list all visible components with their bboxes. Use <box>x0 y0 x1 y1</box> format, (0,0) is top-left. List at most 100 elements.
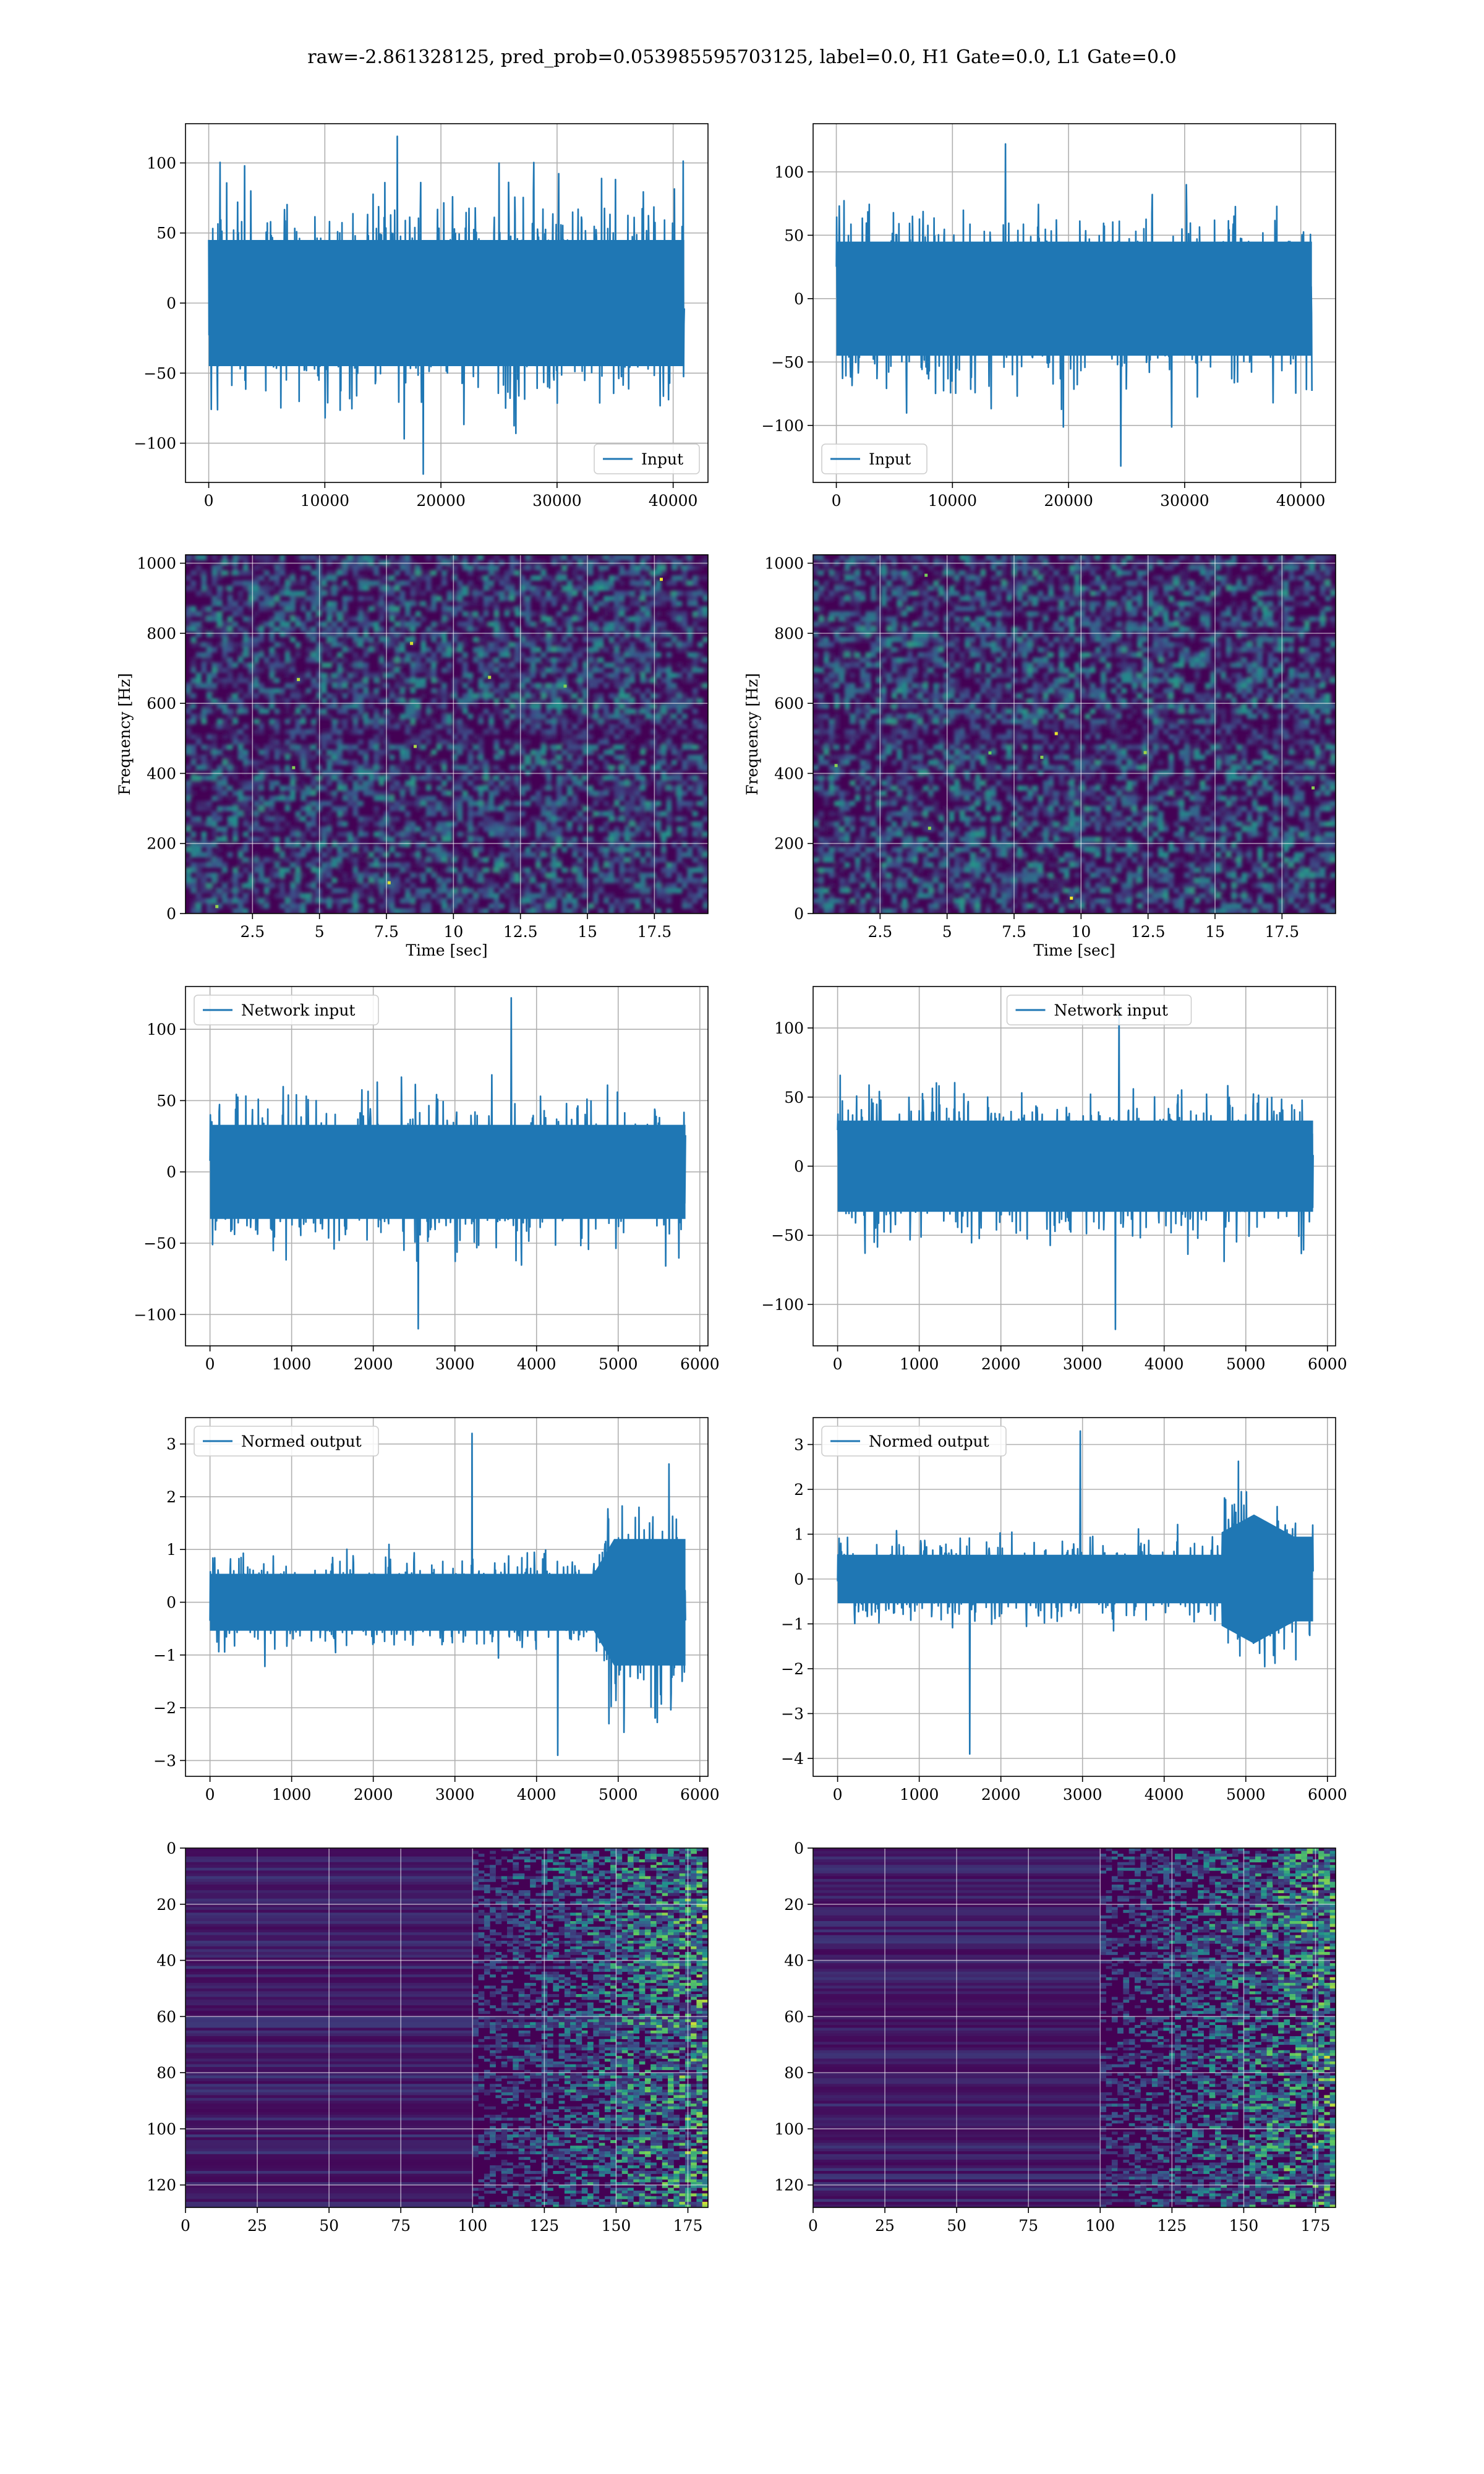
feature-cell <box>639 1991 646 1995</box>
feature-cell <box>570 2053 576 2057</box>
y-tick-label: 0 <box>166 294 176 312</box>
feature-cell <box>702 1935 708 1938</box>
feature-cell <box>662 2044 668 2048</box>
feature-cell <box>696 1870 703 1874</box>
feature-cell <box>1307 1924 1313 1927</box>
feature-cell <box>1243 1885 1250 1888</box>
feature-cell <box>1146 1896 1153 1899</box>
feature-cell <box>644 2177 651 2180</box>
feature-cell <box>679 2005 686 2009</box>
feature-cell <box>599 1935 605 1938</box>
series-core <box>210 1124 686 1219</box>
feature-cell <box>1146 1929 1153 1933</box>
feature-cell <box>656 2179 663 2183</box>
feature-cell <box>530 2134 536 2138</box>
feature-cell <box>673 2025 680 2028</box>
feature-cell <box>495 2137 502 2141</box>
feature-cell <box>616 2013 623 2017</box>
feature-cell <box>1329 1856 1336 1860</box>
feature-cell <box>1175 1870 1181 1874</box>
feature-cell <box>616 2159 623 2163</box>
feature-cell <box>547 2025 553 2028</box>
feature-cell <box>616 1927 623 1930</box>
feature-cell <box>581 2002 588 2006</box>
feature-cell <box>593 2016 600 2020</box>
feature-cell <box>691 1876 697 1880</box>
feature-cell <box>1255 1924 1261 1927</box>
feature-cell <box>530 1932 536 1936</box>
feature-cell <box>553 2148 560 2152</box>
feature-cell <box>633 1927 640 1930</box>
feature-cell <box>679 1960 686 1964</box>
feature-cell <box>495 1893 502 1896</box>
feature-cell <box>1203 1921 1210 1924</box>
feature-cell <box>507 2044 513 2048</box>
feature-cell <box>564 2123 571 2126</box>
feature-cell <box>581 1929 588 1933</box>
feature-cell <box>633 2148 640 2152</box>
feature-cell <box>501 1878 508 1882</box>
feature-cell <box>599 2146 605 2149</box>
feature-cell <box>1203 1867 1210 1871</box>
feature-cell <box>662 2055 668 2059</box>
feature-cell <box>1232 1918 1239 1922</box>
feature-cell <box>593 2055 600 2059</box>
feature-cell <box>702 1949 708 1953</box>
feature-cell <box>1278 1856 1284 1860</box>
feature-cell <box>530 1991 536 1995</box>
feature-cell <box>610 2148 616 2152</box>
feature-cell <box>668 2177 674 2180</box>
feature-cell <box>1232 1927 1239 1930</box>
feature-cell <box>633 1980 640 1984</box>
feature-cell <box>1192 1918 1198 1922</box>
feature-cell <box>644 2022 651 2026</box>
feature-cell <box>644 1918 651 1922</box>
feature-cell <box>673 2050 680 2053</box>
feature-cell <box>581 1943 588 1947</box>
feature-cell <box>576 2089 582 2093</box>
feature-cell <box>662 2117 668 2121</box>
feature-cell <box>1198 1865 1204 1868</box>
feature-cell <box>484 1865 490 1868</box>
feature-cell <box>570 2177 576 2180</box>
feature-cell <box>621 2120 628 2124</box>
feature-cell <box>558 2053 565 2057</box>
feature-cell <box>656 2098 663 2101</box>
feature-cell <box>507 2146 513 2149</box>
feature-cell <box>702 1974 708 1978</box>
feature-cell <box>599 2033 605 2037</box>
feature-cell <box>1175 1954 1181 1958</box>
feature-cell <box>1186 1881 1193 1885</box>
feature-cell <box>564 2201 571 2205</box>
feature-cell <box>644 2123 651 2126</box>
feature-cell <box>581 2011 588 2014</box>
feature-cell <box>518 1991 525 1995</box>
feature-cell <box>558 1932 565 1936</box>
feature-cell <box>581 1907 588 1911</box>
feature-cell <box>587 2157 594 2160</box>
feature-cell <box>610 2117 616 2121</box>
feature-cell <box>1203 1890 1210 1893</box>
x-tick-label: 2000 <box>354 1355 393 1373</box>
series-core <box>208 240 684 366</box>
feature-cell <box>662 2137 668 2141</box>
feature-cell <box>513 2055 519 2059</box>
x-tick-label: 2000 <box>981 1786 1021 1804</box>
feature-cell <box>679 1918 686 1922</box>
feature-cell <box>530 2022 536 2026</box>
feature-cell <box>524 1918 531 1922</box>
feature-cell <box>530 2148 536 2152</box>
feature-cell <box>696 2095 703 2099</box>
feature-cell <box>524 1865 531 1868</box>
feature-cell <box>1106 1898 1112 1902</box>
feature-cell <box>547 2126 553 2129</box>
feature-cell <box>633 2055 640 2059</box>
feature-cell <box>558 2013 565 2017</box>
feature-cell <box>576 1927 582 1930</box>
feature-cell <box>1318 1876 1324 1880</box>
feature-cell <box>1284 1873 1290 1877</box>
feature-cell <box>553 1946 560 1950</box>
feature-cell <box>587 1862 594 1865</box>
feature-cell <box>633 2031 640 2034</box>
